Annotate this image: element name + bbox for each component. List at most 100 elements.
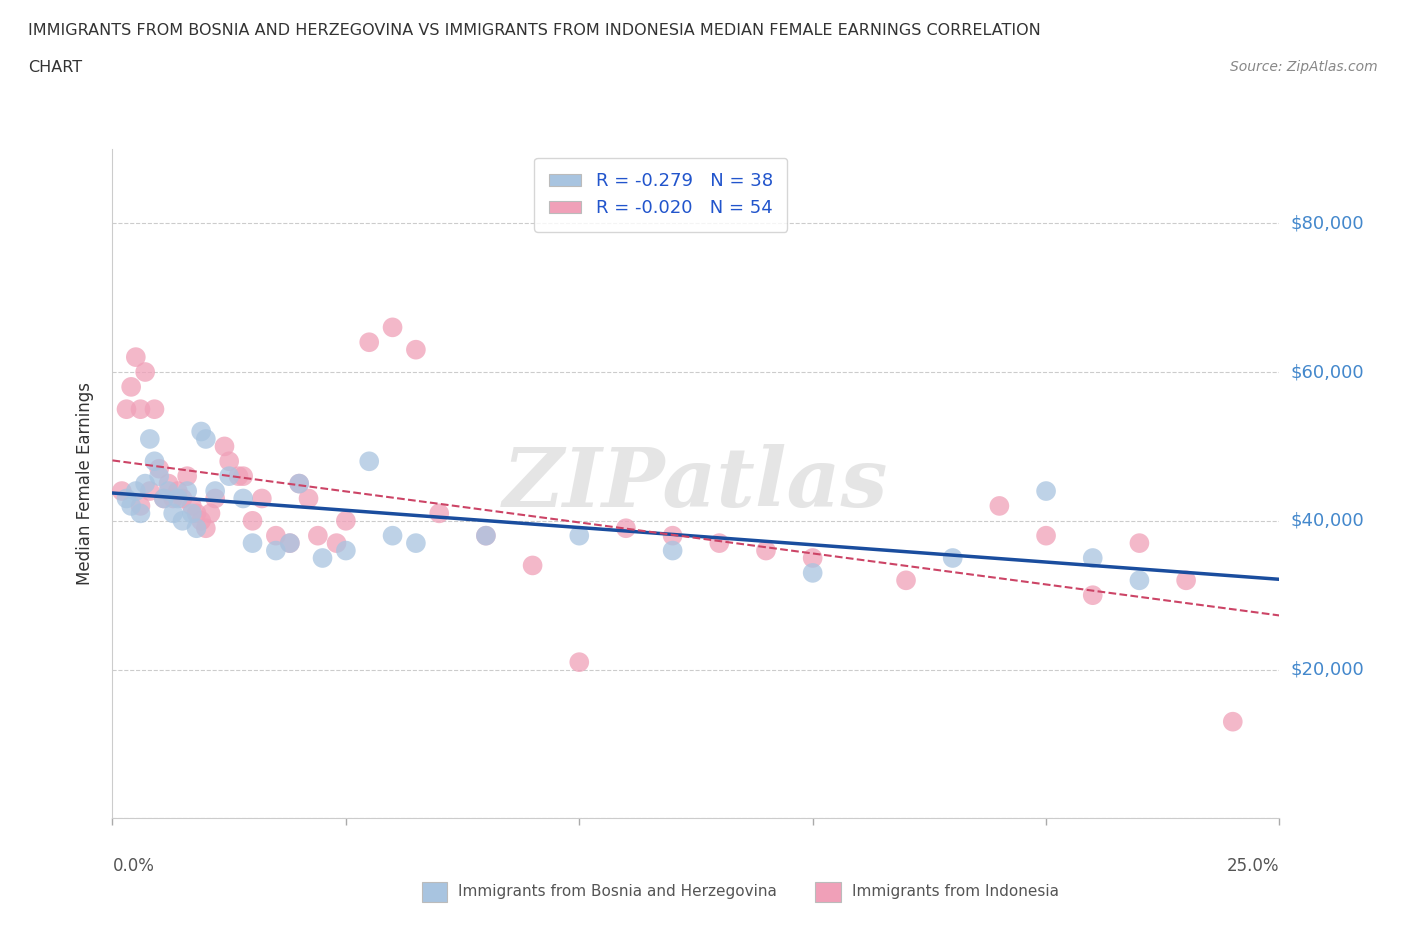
Point bbox=[661, 543, 683, 558]
Point bbox=[381, 528, 404, 543]
Text: $40,000: $40,000 bbox=[1291, 512, 1364, 530]
Point bbox=[129, 506, 152, 521]
Text: IMMIGRANTS FROM BOSNIA AND HERZEGOVINA VS IMMIGRANTS FROM INDONESIA MEDIAN FEMAL: IMMIGRANTS FROM BOSNIA AND HERZEGOVINA V… bbox=[28, 23, 1040, 38]
Text: $20,000: $20,000 bbox=[1291, 660, 1364, 679]
Point bbox=[288, 476, 311, 491]
Point bbox=[1128, 536, 1150, 551]
Point bbox=[614, 521, 637, 536]
Point bbox=[568, 528, 591, 543]
Point bbox=[157, 476, 180, 491]
Point bbox=[381, 320, 404, 335]
Point bbox=[148, 469, 170, 484]
Point bbox=[143, 454, 166, 469]
Point bbox=[894, 573, 917, 588]
Point bbox=[129, 402, 152, 417]
Point bbox=[162, 506, 184, 521]
Point bbox=[359, 335, 381, 350]
Point bbox=[661, 528, 683, 543]
Text: CHART: CHART bbox=[28, 60, 82, 75]
Point bbox=[297, 491, 319, 506]
Point bbox=[1128, 573, 1150, 588]
Point bbox=[162, 491, 184, 506]
Point bbox=[755, 543, 778, 558]
Point bbox=[427, 506, 450, 521]
Point bbox=[143, 402, 166, 417]
Point bbox=[325, 536, 347, 551]
Text: 0.0%: 0.0% bbox=[112, 857, 155, 875]
Point bbox=[120, 498, 142, 513]
Point bbox=[475, 528, 498, 543]
Point bbox=[232, 491, 254, 506]
Point bbox=[942, 551, 965, 565]
Point bbox=[1081, 551, 1104, 565]
Point bbox=[111, 484, 134, 498]
Point bbox=[1035, 528, 1057, 543]
Point bbox=[139, 432, 162, 446]
Point bbox=[242, 513, 264, 528]
Point bbox=[153, 491, 176, 506]
Text: Immigrants from Bosnia and Herzegovina: Immigrants from Bosnia and Herzegovina bbox=[458, 884, 778, 899]
Point bbox=[1222, 714, 1244, 729]
Point bbox=[405, 536, 427, 551]
Point bbox=[250, 491, 273, 506]
Point bbox=[1081, 588, 1104, 603]
Point bbox=[186, 506, 208, 521]
Point bbox=[228, 469, 250, 484]
Point bbox=[214, 439, 236, 454]
Point bbox=[190, 424, 212, 439]
Point bbox=[359, 454, 381, 469]
Point bbox=[232, 469, 254, 484]
Point bbox=[475, 528, 498, 543]
Point bbox=[801, 565, 824, 580]
Point bbox=[1035, 484, 1057, 498]
Point bbox=[172, 491, 194, 506]
Point bbox=[180, 498, 202, 513]
Point bbox=[988, 498, 1011, 513]
Point bbox=[129, 498, 152, 513]
Point bbox=[115, 491, 138, 506]
Point bbox=[264, 528, 287, 543]
Text: ZIPatlas: ZIPatlas bbox=[503, 444, 889, 524]
Point bbox=[218, 469, 240, 484]
Legend: R = -0.279   N = 38, R = -0.020   N = 54: R = -0.279 N = 38, R = -0.020 N = 54 bbox=[534, 158, 787, 232]
Y-axis label: Median Female Earnings: Median Female Earnings bbox=[76, 382, 94, 585]
Point bbox=[166, 491, 188, 506]
Point bbox=[204, 484, 226, 498]
Point bbox=[200, 506, 222, 521]
Point bbox=[172, 513, 194, 528]
Text: 25.0%: 25.0% bbox=[1227, 857, 1279, 875]
Point bbox=[153, 491, 176, 506]
Point bbox=[115, 402, 138, 417]
Point bbox=[176, 484, 198, 498]
Point bbox=[186, 521, 208, 536]
Text: Source: ZipAtlas.com: Source: ZipAtlas.com bbox=[1230, 60, 1378, 74]
Point bbox=[120, 379, 142, 394]
Point bbox=[139, 484, 162, 498]
Point bbox=[134, 476, 156, 491]
Point bbox=[218, 454, 240, 469]
Point bbox=[709, 536, 731, 551]
Point bbox=[335, 543, 357, 558]
Point bbox=[278, 536, 301, 551]
Point bbox=[242, 536, 264, 551]
Point bbox=[204, 491, 226, 506]
Point bbox=[125, 350, 148, 365]
Point bbox=[166, 484, 188, 498]
Point bbox=[568, 655, 591, 670]
Point bbox=[125, 484, 148, 498]
Point bbox=[288, 476, 311, 491]
Text: $80,000: $80,000 bbox=[1291, 214, 1364, 232]
Point bbox=[311, 551, 333, 565]
Point bbox=[194, 521, 217, 536]
Point bbox=[134, 365, 156, 379]
Point bbox=[157, 484, 180, 498]
Point bbox=[405, 342, 427, 357]
Point bbox=[278, 536, 301, 551]
Point bbox=[307, 528, 329, 543]
Point bbox=[176, 469, 198, 484]
Point bbox=[194, 432, 217, 446]
Point bbox=[148, 461, 170, 476]
Point bbox=[522, 558, 544, 573]
Point bbox=[190, 513, 212, 528]
Point bbox=[1175, 573, 1198, 588]
